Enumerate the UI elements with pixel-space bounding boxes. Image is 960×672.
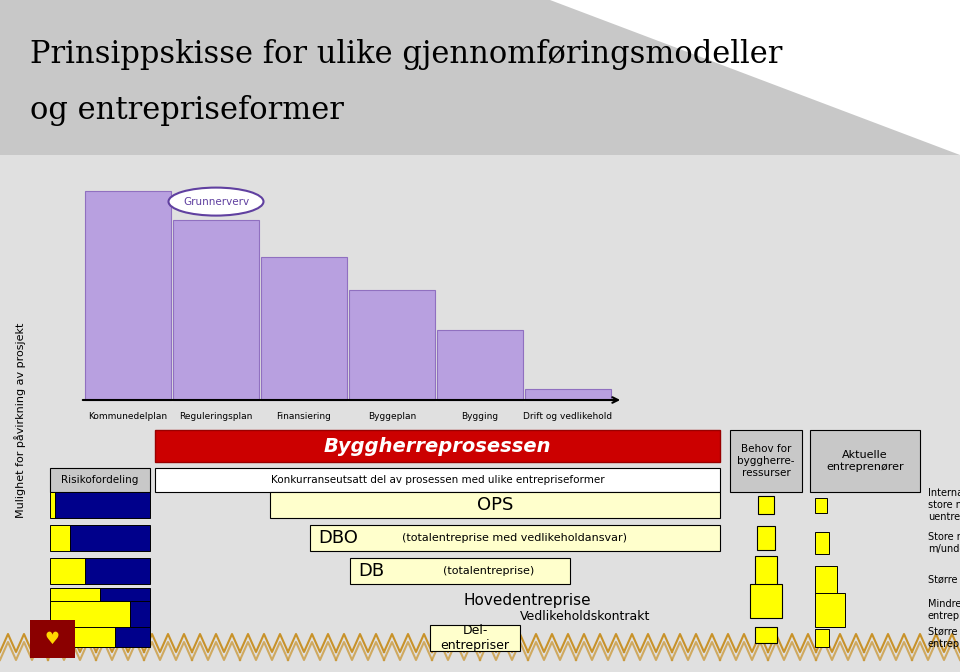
Text: Prinsippskisse for ulike gjennomføringsmodeller: Prinsippskisse for ulike gjennomføringsm… <box>30 40 782 71</box>
Bar <box>85 191 171 400</box>
Bar <box>85 558 150 584</box>
Text: Internasjonale -
store nasjonale m/
uentreprenører: Internasjonale - store nasjonale m/ uent… <box>928 489 960 521</box>
Text: Konkurranseutsatt del av prosessen med ulike entrepriseformer: Konkurranseutsatt del av prosessen med u… <box>271 475 604 485</box>
Bar <box>349 290 435 400</box>
Text: Større og mindre
entreprenører: Større og mindre entreprenører <box>928 627 960 648</box>
Bar <box>50 468 150 492</box>
Polygon shape <box>550 0 960 155</box>
Bar <box>100 588 150 614</box>
Text: Aktuelle
entreprenører: Aktuelle entreprenører <box>827 450 903 472</box>
Text: Grunnerverv: Grunnerverv <box>183 197 249 206</box>
Bar <box>757 526 775 550</box>
Bar <box>155 430 720 462</box>
Bar <box>70 525 150 551</box>
Text: DB: DB <box>358 562 384 580</box>
Bar <box>437 329 523 400</box>
Text: Hovedentreprise: Hovedentreprise <box>464 593 591 609</box>
Text: Mindre
entreprenører: Mindre entreprenører <box>928 599 960 621</box>
Bar <box>815 566 837 594</box>
Text: Behov for
byggherre-
ressurser: Behov for byggherre- ressurser <box>737 444 795 478</box>
Bar <box>50 492 55 518</box>
Bar <box>815 532 829 554</box>
Bar <box>173 220 259 400</box>
Text: Reguleringsplan: Reguleringsplan <box>180 412 252 421</box>
Text: Kommunedelplan: Kommunedelplan <box>88 412 168 421</box>
Bar <box>50 588 100 614</box>
Bar <box>350 558 570 584</box>
Text: Byggherreprosessen: Byggherreprosessen <box>324 437 551 456</box>
Bar <box>525 389 611 400</box>
Text: (totalentreprise med vedlikeholdansvar): (totalentreprise med vedlikeholdansvar) <box>402 533 628 543</box>
Bar <box>750 584 782 618</box>
Bar <box>815 629 829 647</box>
Text: Store nasjonale
m/underentreprenører: Store nasjonale m/underentreprenører <box>928 532 960 554</box>
Text: DBO: DBO <box>318 529 358 547</box>
Bar <box>815 497 827 513</box>
Polygon shape <box>0 0 960 155</box>
Bar <box>155 468 720 492</box>
Bar <box>755 556 777 586</box>
Bar <box>50 525 70 551</box>
Bar <box>0 155 960 672</box>
Text: Mulighet for påvirkning av prosjekt: Mulighet for påvirkning av prosjekt <box>14 323 26 517</box>
Bar <box>115 621 150 647</box>
Text: og entrepriseformer: og entrepriseformer <box>30 95 344 126</box>
Text: Vedlikeholdskontrakt: Vedlikeholdskontrakt <box>519 610 650 624</box>
Ellipse shape <box>169 187 263 216</box>
Text: Byggeplan: Byggeplan <box>368 412 416 421</box>
Bar <box>430 625 520 651</box>
Bar <box>261 257 347 400</box>
Bar <box>50 601 130 627</box>
Bar <box>730 430 802 492</box>
Bar <box>815 593 845 627</box>
Bar <box>50 621 115 647</box>
Text: ♥: ♥ <box>44 630 60 648</box>
Bar <box>270 492 720 518</box>
Bar <box>758 496 774 514</box>
Bar <box>50 558 85 584</box>
Bar <box>310 525 720 551</box>
Text: Del-
entrepriser: Del- entrepriser <box>441 624 510 652</box>
Bar <box>755 627 777 643</box>
Text: Finansiering: Finansiering <box>276 412 331 421</box>
Bar <box>55 492 150 518</box>
Text: (totalentreprise): (totalentreprise) <box>443 566 534 576</box>
Bar <box>30 620 75 658</box>
Text: Bygging: Bygging <box>462 412 498 421</box>
Text: Større og mindre: Større og mindre <box>928 575 960 585</box>
Bar <box>130 601 150 627</box>
Text: Drift og vedlikehold: Drift og vedlikehold <box>523 412 612 421</box>
Bar <box>810 430 920 492</box>
Text: Risikofordeling: Risikofordeling <box>61 475 138 485</box>
Text: OPS: OPS <box>477 496 514 514</box>
